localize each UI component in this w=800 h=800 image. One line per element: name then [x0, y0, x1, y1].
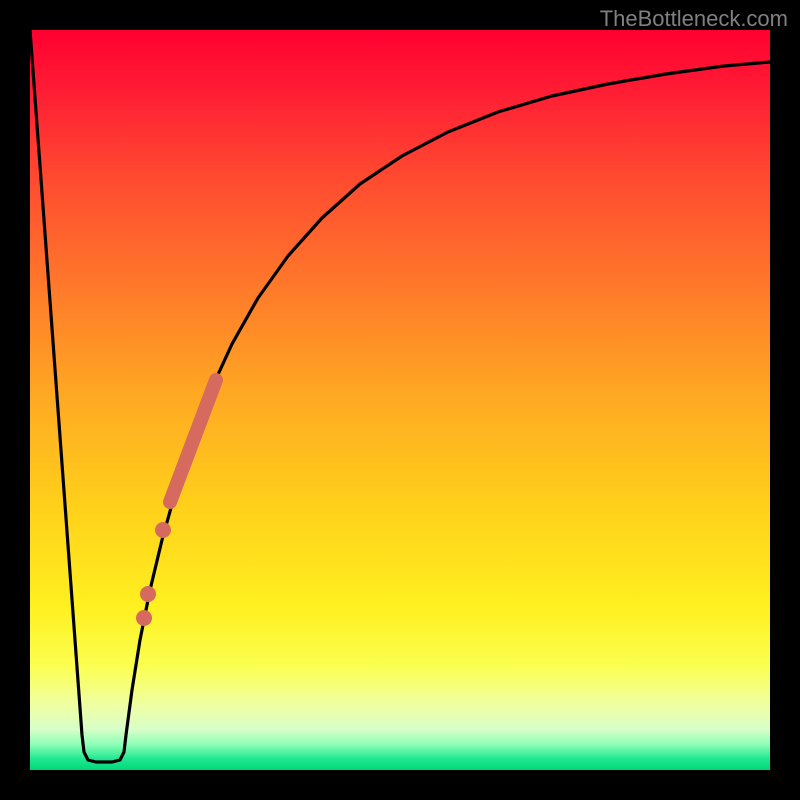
- plot-background: [30, 30, 770, 770]
- chart-container: { "watermark": { "text": "TheBottleneck.…: [0, 0, 800, 800]
- scatter-dot: [136, 610, 152, 626]
- watermark-text: TheBottleneck.com: [600, 6, 788, 32]
- bottleneck-chart: [0, 0, 800, 800]
- scatter-dot: [155, 522, 171, 538]
- scatter-dot: [140, 586, 156, 602]
